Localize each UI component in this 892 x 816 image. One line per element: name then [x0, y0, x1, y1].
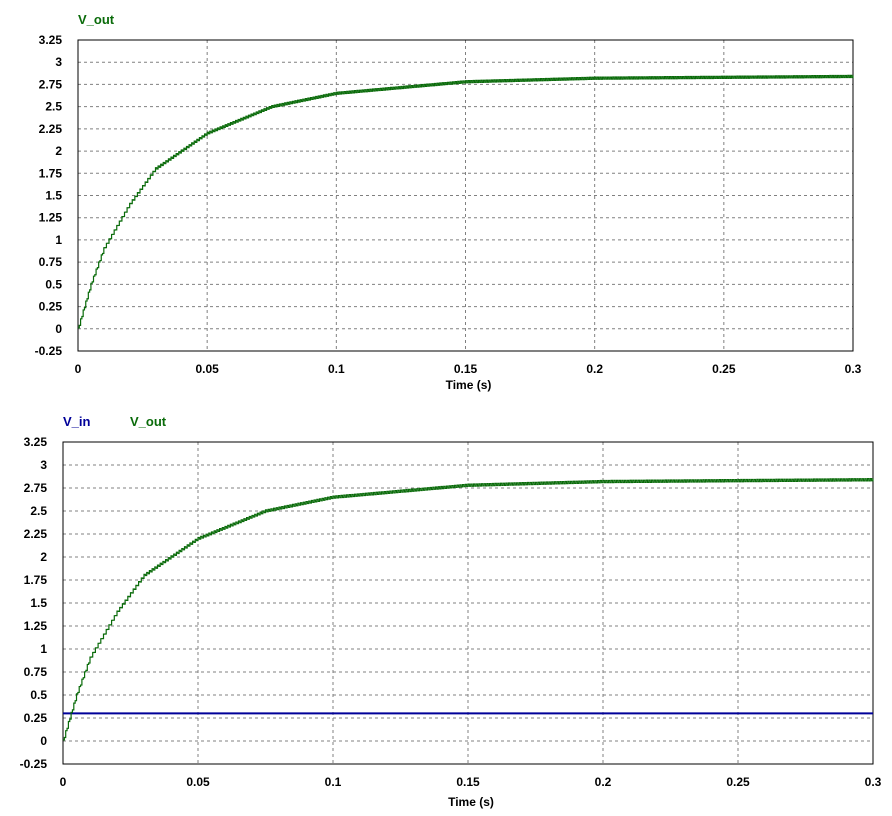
x-tick-label: 0.05	[186, 775, 210, 789]
y-tick-label: 0	[40, 734, 47, 748]
y-tick-label: -0.25	[35, 344, 63, 358]
series-line-v-out	[63, 478, 874, 741]
y-tick-label: 0.5	[30, 688, 47, 702]
x-axis-label: Time (s)	[446, 378, 492, 392]
y-tick-label: 2.5	[45, 100, 62, 114]
x-tick-label: 0.3	[865, 775, 882, 789]
y-tick-label: 1.5	[30, 596, 47, 610]
y-tick-label: 3.25	[39, 33, 63, 47]
legend-entry: V_out	[78, 12, 115, 27]
y-tick-label: 3	[55, 55, 62, 69]
y-tick-label: 1	[55, 233, 62, 247]
y-tick-label: 0	[55, 322, 62, 336]
x-tick-label: 0.1	[325, 775, 342, 789]
y-tick-label: 1.5	[45, 189, 62, 203]
x-tick-label: 0.05	[195, 362, 219, 376]
y-tick-label: 0.5	[45, 277, 62, 291]
x-tick-label: 0.3	[845, 362, 862, 376]
y-tick-label: 2.5	[30, 504, 47, 518]
x-tick-label: 0	[75, 362, 82, 376]
y-tick-label: 2.75	[24, 481, 48, 495]
y-tick-label: 0.25	[39, 300, 63, 314]
y-tick-label: -0.25	[20, 757, 48, 771]
x-tick-label: 0.2	[586, 362, 603, 376]
x-tick-label: 0.2	[595, 775, 612, 789]
y-tick-label: 2.75	[39, 77, 63, 91]
y-tick-label: 0.75	[39, 255, 63, 269]
y-tick-label: 2	[55, 144, 62, 158]
y-tick-label: 2.25	[39, 122, 63, 136]
x-tick-label: 0.1	[328, 362, 345, 376]
chart-1: -0.25 0 0.25 0.5 0.75 1 1.25 1.5 1.75 2 2.25 2.5 2.7…	[35, 12, 862, 392]
y-tick-label: 0.25	[24, 711, 48, 725]
legend-entry: V_out	[130, 414, 167, 429]
x-tick-label: 0.15	[454, 362, 478, 376]
y-tick-label: 1.75	[24, 573, 48, 587]
y-tick-label: 1.25	[39, 211, 63, 225]
x-tick-label: 0.15	[456, 775, 480, 789]
y-tick-label: 0.75	[24, 665, 48, 679]
y-tick-label: 2	[40, 550, 47, 564]
legend-entry: V_in	[63, 414, 91, 429]
chart-2: -0.25 0 0.25 0.5 0.75 1 1.25 1.5 1.75 2 2.25 2.5 2.7…	[20, 414, 882, 809]
y-tick-label: 2.25	[24, 527, 48, 541]
y-tick-label: 1	[40, 642, 47, 656]
y-tick-label: 3	[40, 458, 47, 472]
plot-frame	[77, 39, 854, 352]
x-axis-label: Time (s)	[448, 795, 494, 809]
y-tick-label: 1.25	[24, 619, 48, 633]
y-tick-label: 3.25	[24, 435, 48, 449]
x-tick-label: 0.25	[726, 775, 750, 789]
y-tick-label: 1.75	[39, 166, 63, 180]
plot-frame	[62, 441, 874, 765]
series-line-v-out	[78, 74, 854, 329]
x-tick-label: 0	[60, 775, 67, 789]
x-tick-label: 0.25	[712, 362, 736, 376]
